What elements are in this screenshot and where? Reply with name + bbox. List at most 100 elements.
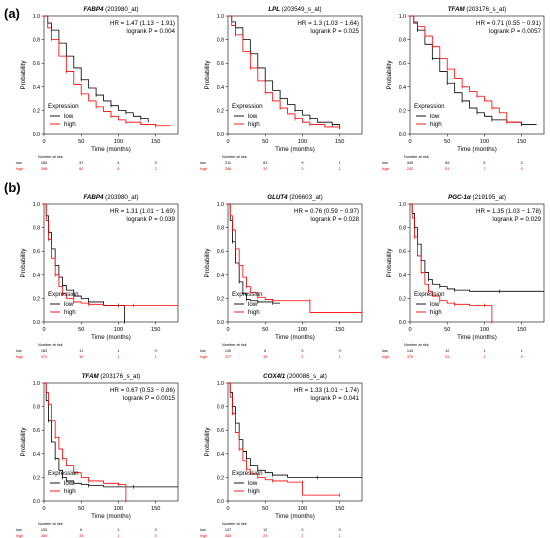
risk-value-low: 12	[263, 528, 267, 532]
risk-value-high: 29	[445, 355, 449, 359]
km-panel: TFAM (203176_s_at) 0.0 0.2 0.4 0.6 0.8 1.0 0 50 1…	[16, 373, 179, 538]
legend-title: Expression	[232, 103, 263, 110]
y-axis-label: Probability	[20, 60, 27, 90]
hr-annotation: HR = 0.76 (0.59 − 0.97)	[294, 208, 359, 215]
x-tick-label: 150	[151, 506, 160, 512]
y-axis-label: Probability	[386, 248, 393, 278]
x-tick-label: 150	[335, 506, 344, 512]
risk-row-label-high: high	[16, 167, 23, 171]
risk-value-high: 0	[521, 355, 523, 359]
survival-curve-high	[44, 15, 171, 127]
risk-value-low: 0	[155, 528, 157, 532]
risk-value-high: 1	[339, 355, 341, 359]
risk-value-low: 2	[521, 161, 523, 165]
risk-value-high: 1	[117, 534, 119, 538]
risk-row-label-high: high	[16, 534, 23, 538]
y-tick-label: 0.0	[33, 499, 40, 505]
plot-frame	[227, 203, 363, 323]
x-tick-label: 50	[262, 506, 268, 512]
survival-curve-low	[228, 203, 281, 304]
risk-table-header: Number at risk	[38, 343, 63, 347]
hr-annotation: HR = 0.71 (0.55 − 0.91)	[476, 20, 541, 27]
legend-title: Expression	[48, 470, 79, 477]
risk-value-low: 1	[117, 349, 119, 353]
y-tick-label: 0.8	[33, 38, 40, 44]
y-tick-label: 1.0	[217, 14, 224, 20]
risk-table-header: Number at risk	[38, 522, 63, 526]
x-axis-label: Time (months)	[275, 513, 315, 520]
y-tick-label: 0.6	[399, 61, 406, 67]
plot-frame	[409, 15, 545, 135]
risk-value-low: 69	[445, 161, 449, 165]
plot-frame	[43, 203, 179, 323]
risk-value-low: 143	[407, 349, 413, 353]
risk-row-label-high: high	[200, 167, 207, 171]
risk-value-high: 0	[155, 534, 157, 538]
risk-value-low: 0	[155, 161, 157, 165]
hr-annotation: HR = 1.31 (1.01 − 1.69)	[110, 208, 175, 215]
y-tick-label: 0.8	[33, 405, 40, 411]
legend-label-high: high	[64, 309, 76, 316]
logrank-annotation: logrank P = 0.039	[126, 216, 175, 223]
x-axis-label: Time (months)	[457, 334, 497, 341]
y-tick-label: 0.0	[399, 320, 406, 326]
logrank-annotation: logrank P = 0.0057	[489, 28, 542, 35]
risk-row-label-low: low	[200, 528, 206, 532]
y-tick-label: 0.6	[217, 428, 224, 434]
y-tick-label: 0.4	[217, 452, 224, 458]
x-tick-label: 150	[517, 139, 526, 145]
y-tick-label: 0.8	[217, 38, 224, 44]
survival-curve-high	[44, 382, 127, 501]
risk-row-label-high: high	[382, 167, 389, 171]
risk-value-high: 385	[225, 534, 231, 538]
risk-table-header: Number at risk	[222, 522, 247, 526]
x-tick-label: 0	[42, 506, 45, 512]
x-tick-label: 0	[408, 327, 411, 333]
risk-row-label-low: low	[16, 528, 22, 532]
survival-curve-low	[410, 15, 537, 125]
risk-value-low: 6	[80, 528, 82, 532]
risk-value-high: 60	[79, 167, 83, 171]
survival-curve-low	[228, 15, 341, 130]
panel-label-a: (a)	[4, 6, 20, 21]
y-tick-label: 0.2	[217, 108, 224, 114]
risk-value-high: 7	[483, 167, 485, 171]
risk-value-low: 349	[407, 161, 413, 165]
legend-label-high: high	[248, 309, 260, 316]
y-tick-label: 0.8	[217, 226, 224, 232]
chart-title: PGC-1α (219195_at)	[448, 194, 506, 201]
x-tick-label: 150	[517, 327, 526, 333]
risk-table-header: Number at risk	[404, 343, 429, 347]
x-tick-label: 100	[114, 139, 123, 145]
y-tick-label: 0.8	[217, 405, 224, 411]
risk-value-high: 2	[301, 534, 303, 538]
x-axis-label: Time (months)	[91, 334, 131, 341]
risk-value-low: 9	[301, 161, 303, 165]
risk-value-high: 369	[41, 534, 47, 538]
km-panel: PGC-1α (219195_at) 0.0 0.2 0.4 0.6 0.8 1.0 0 50 1…	[382, 194, 545, 359]
risk-row-label-high: high	[200, 534, 207, 538]
x-tick-label: 50	[444, 327, 450, 333]
legend-title: Expression	[414, 291, 445, 298]
logrank-annotation: logrank P = 0.029	[492, 216, 541, 223]
y-tick-label: 0.0	[33, 132, 40, 138]
plot-frame	[409, 203, 545, 323]
legend-label-low: low	[248, 301, 258, 308]
x-tick-label: 100	[298, 506, 307, 512]
y-tick-label: 0.4	[33, 85, 40, 91]
x-axis-label: Time (months)	[275, 334, 315, 341]
plot-frame	[227, 15, 363, 135]
risk-value-high: 0	[521, 167, 523, 171]
risk-value-high: 202	[407, 167, 413, 171]
hr-annotation: HR = 1.3 (1.03 − 1.64)	[297, 20, 359, 27]
y-tick-label: 0.2	[33, 296, 40, 302]
km-panel: FABP4 (203980_at) 0.0 0.2 0.4 0.6 0.8 1.0 0 50 10…	[16, 6, 179, 171]
plot-frame	[43, 15, 179, 135]
risk-value-high: 51	[445, 167, 449, 171]
x-tick-label: 0	[226, 506, 229, 512]
risk-value-high: 371	[41, 355, 47, 359]
y-tick-label: 1.0	[33, 14, 40, 20]
y-tick-label: 1.0	[217, 381, 224, 387]
risk-row-label-high: high	[382, 355, 389, 359]
risk-value-low: 1	[483, 349, 485, 353]
